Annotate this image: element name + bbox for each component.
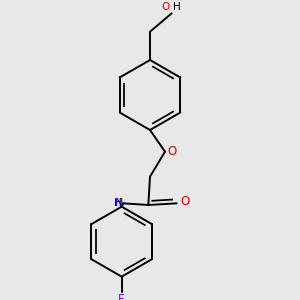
Text: O: O <box>180 195 189 208</box>
Text: H: H <box>173 2 181 12</box>
Text: O: O <box>162 2 170 12</box>
Text: H: H <box>114 198 122 208</box>
Text: F: F <box>118 293 125 300</box>
Text: N: N <box>115 198 123 208</box>
Text: O: O <box>168 145 177 158</box>
